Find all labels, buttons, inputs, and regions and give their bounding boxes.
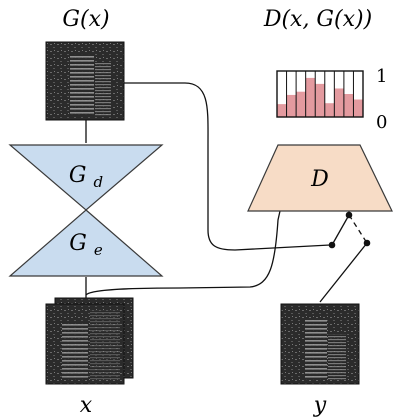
discriminator-label: D bbox=[310, 167, 329, 192]
patch-score-frame bbox=[276, 70, 364, 118]
target-label: y bbox=[313, 393, 327, 418]
switch-pivot-dot bbox=[345, 211, 353, 219]
wire-input-to-discriminator bbox=[85, 210, 281, 296]
connection-wires bbox=[85, 82, 368, 303]
patch-score-grid bbox=[286, 71, 354, 117]
scale-top-label: 1 bbox=[376, 66, 387, 87]
decoder-label: G d bbox=[69, 163, 103, 191]
input-spectrogram-harmonics bbox=[62, 322, 88, 380]
generated-spectrogram bbox=[45, 41, 125, 121]
patch-score-map: 1 0 bbox=[276, 66, 387, 133]
generator: G d G e bbox=[8, 144, 164, 277]
scale-bottom-label: 0 bbox=[376, 112, 387, 133]
decoder-block bbox=[8, 144, 164, 211]
patch-score-bar bbox=[334, 88, 344, 117]
generated-spectrogram-harmonics bbox=[70, 54, 94, 116]
encoder-block bbox=[8, 209, 164, 277]
patch-score-bar bbox=[286, 94, 297, 117]
patch-score-bar bbox=[315, 83, 325, 117]
patch-score-bar bbox=[353, 99, 363, 117]
discriminator-block bbox=[247, 144, 393, 212]
input-label: x bbox=[80, 393, 93, 418]
input-spectrogram-noise bbox=[90, 310, 120, 380]
patch-score-bar bbox=[277, 104, 287, 117]
switch-contact-target-dot bbox=[363, 239, 371, 247]
patch-score-bars bbox=[277, 77, 363, 117]
target-spectrogram-harmonics-2 bbox=[328, 334, 346, 380]
patch-score-bar bbox=[305, 77, 316, 117]
switch-generated-contact bbox=[331, 214, 350, 246]
input-spectrogram-stack bbox=[45, 297, 134, 385]
discriminator-output-label: D(x, G(x)) bbox=[263, 7, 372, 32]
switch-contact-generated-dot bbox=[328, 241, 336, 249]
encoder-label: G e bbox=[69, 231, 103, 259]
target-spectrogram-harmonics bbox=[305, 320, 327, 380]
patch-score-bar bbox=[324, 103, 335, 117]
generated-spectrogram-harmonics-2 bbox=[95, 62, 111, 116]
generated-output-label: G(x) bbox=[62, 7, 109, 32]
patch-score-bar bbox=[296, 91, 306, 117]
switch-arm bbox=[348, 214, 368, 244]
patch-score-bar bbox=[343, 94, 354, 117]
wire-generated-to-switch bbox=[124, 82, 331, 251]
wire-target-to-switch bbox=[319, 242, 368, 303]
target-spectrogram bbox=[280, 303, 360, 385]
discriminator: D bbox=[247, 144, 393, 212]
